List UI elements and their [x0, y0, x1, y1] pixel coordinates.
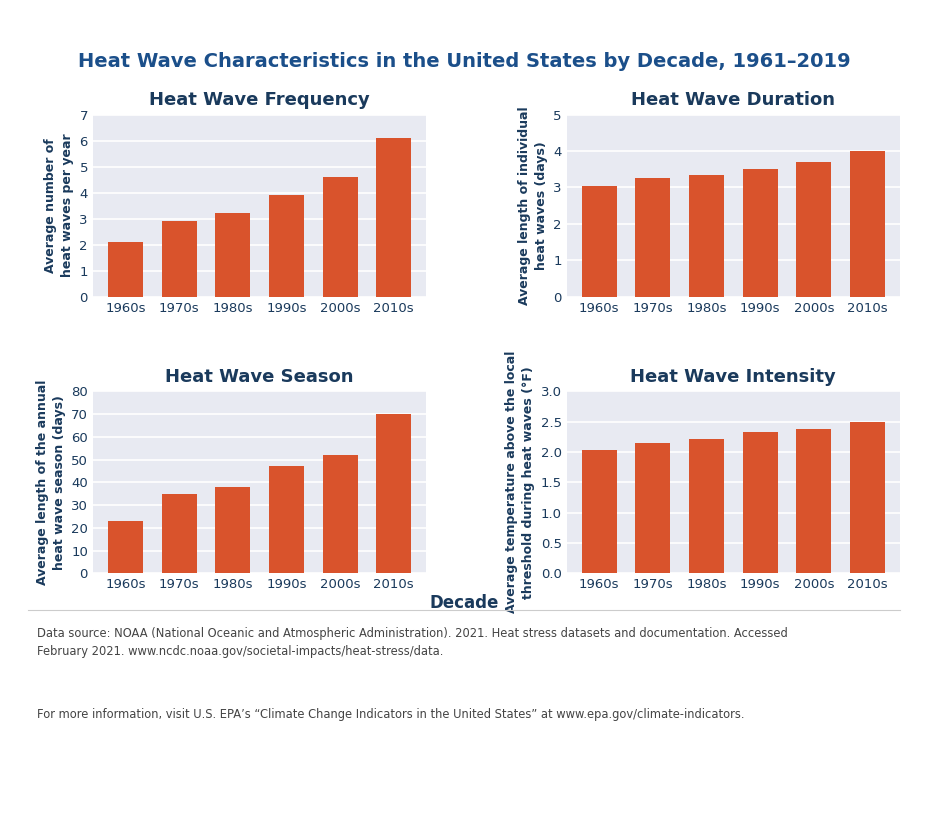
- Bar: [161, 221, 197, 296]
- Bar: [323, 177, 357, 296]
- Text: Data source: NOAA (National Oceanic and Atmospheric Administration). 2021. Heat : Data source: NOAA (National Oceanic and …: [37, 627, 787, 658]
- Bar: [161, 494, 197, 573]
- Y-axis label: Average length of individual
heat waves (days): Average length of individual heat waves …: [517, 106, 547, 305]
- Bar: [635, 179, 669, 296]
- Bar: [269, 195, 303, 296]
- Bar: [269, 466, 303, 573]
- Y-axis label: Average number of
heat waves per year: Average number of heat waves per year: [44, 133, 74, 278]
- Bar: [376, 138, 411, 296]
- Bar: [215, 214, 250, 296]
- Bar: [689, 174, 723, 296]
- Title: Heat Wave Duration: Heat Wave Duration: [630, 91, 834, 109]
- Bar: [795, 429, 831, 573]
- Text: For more information, visit U.S. EPA’s “Climate Change Indicators in the United : For more information, visit U.S. EPA’s “…: [37, 708, 743, 722]
- Title: Heat Wave Intensity: Heat Wave Intensity: [629, 368, 835, 386]
- Title: Heat Wave Season: Heat Wave Season: [165, 368, 353, 386]
- Y-axis label: Average temperature above the local
threshold during heat waves (°F): Average temperature above the local thre…: [504, 351, 535, 613]
- Bar: [108, 521, 143, 573]
- Bar: [742, 170, 777, 296]
- Text: Heat Wave Characteristics in the United States by Decade, 1961–2019: Heat Wave Characteristics in the United …: [78, 52, 849, 71]
- Text: Decade: Decade: [429, 594, 498, 612]
- Bar: [849, 151, 884, 296]
- Bar: [849, 422, 884, 573]
- Bar: [635, 443, 669, 573]
- Bar: [108, 242, 143, 296]
- Bar: [323, 455, 357, 573]
- Bar: [795, 162, 831, 296]
- Bar: [742, 432, 777, 573]
- Y-axis label: Average length of the annual
heat wave season (days): Average length of the annual heat wave s…: [35, 380, 66, 585]
- Bar: [581, 450, 616, 573]
- Bar: [215, 486, 250, 573]
- Bar: [689, 439, 723, 573]
- Bar: [376, 414, 411, 573]
- Title: Heat Wave Frequency: Heat Wave Frequency: [149, 91, 370, 109]
- Bar: [581, 186, 616, 296]
